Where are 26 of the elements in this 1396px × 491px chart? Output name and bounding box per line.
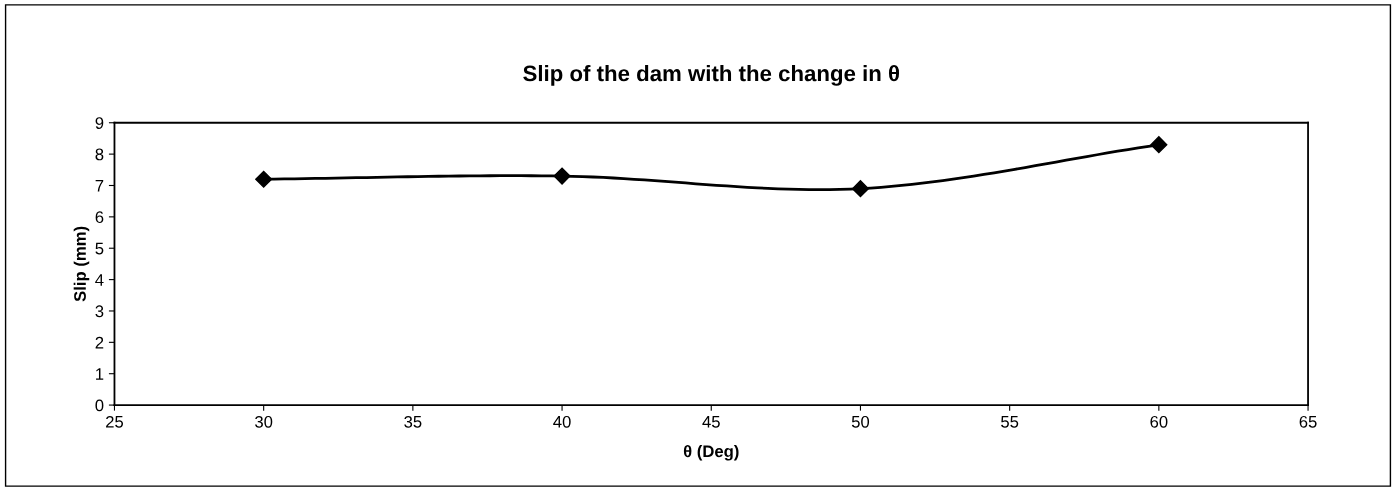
y-tick-label: 7 bbox=[95, 180, 104, 192]
x-tick-label: 45 bbox=[702, 416, 720, 428]
x-tick-label: 25 bbox=[106, 415, 124, 428]
y-axis-title: Slip (mm) bbox=[73, 226, 90, 302]
point bbox=[851, 180, 870, 198]
y-tick-label: 5 bbox=[95, 242, 104, 255]
y-tick-label: 9 bbox=[95, 117, 104, 129]
y-tick-label: 2 bbox=[95, 336, 104, 349]
y-tick-label: 4 bbox=[95, 274, 104, 286]
y-tick-label: 3 bbox=[95, 305, 104, 318]
x-tick-label: 30 bbox=[255, 415, 273, 428]
point bbox=[553, 167, 571, 185]
x-tick-label: 65 bbox=[1299, 415, 1317, 428]
y-tick-label: 0 bbox=[95, 399, 104, 412]
y-tick-label: 8 bbox=[95, 148, 104, 161]
x-tick-label: 55 bbox=[1001, 416, 1019, 428]
x-tick-label: 50 bbox=[851, 415, 870, 428]
x-axis-title: θ (Deg) bbox=[683, 444, 739, 461]
x-tick-label: 60 bbox=[1150, 415, 1168, 428]
chart-title: Slip of the dam with the change in θ bbox=[523, 64, 900, 86]
point bbox=[1150, 136, 1168, 154]
y-tick-label: 6 bbox=[95, 211, 104, 224]
x-tick-label: 40 bbox=[553, 415, 571, 428]
x-tick-label: 35 bbox=[404, 415, 422, 428]
y-tick-label: 1 bbox=[96, 368, 104, 380]
point bbox=[255, 170, 273, 188]
